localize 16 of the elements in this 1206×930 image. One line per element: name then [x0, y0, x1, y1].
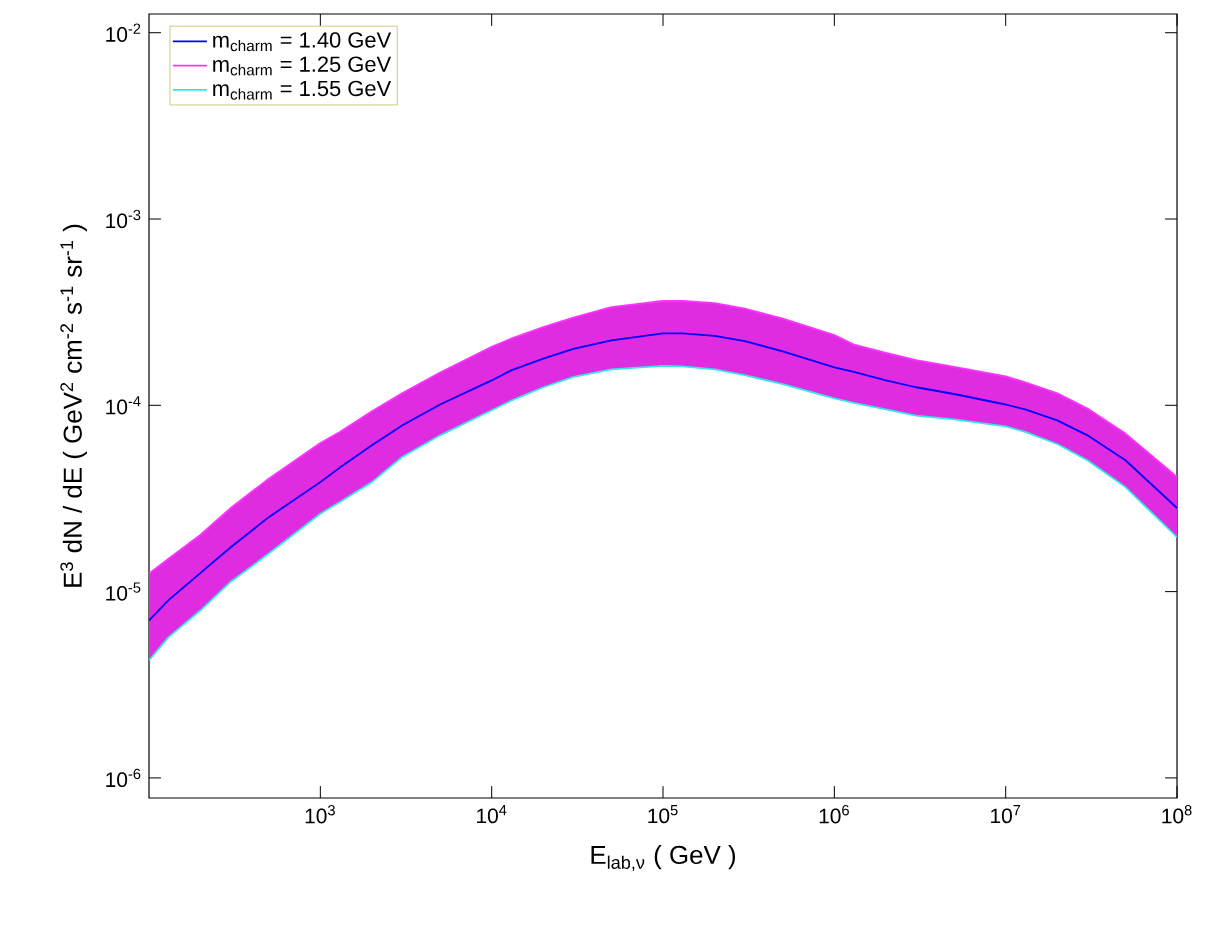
- x-axis-title: E$_{lab,ν}$ ( GeV ): [591, 845, 736, 872]
- x-tick-label: 10$^{5}$: [648, 805, 678, 824]
- x-tick-label: 10$^{3}$: [305, 805, 335, 824]
- legend-label: m$_{charm}$ = 1.40 GeV: [213, 32, 392, 52]
- y-tick-label: 10$^{-5}$: [106, 582, 141, 601]
- y-tick-label: 10$^{-4}$: [106, 396, 141, 415]
- y-tick-label: 10$^{-3}$: [106, 209, 141, 229]
- text: E$^{3}$ dN / dE ( GeV$^{2}$ cm$^{-2}$ s$^{-1}$ sr$^{-1}$ ): [60, 224, 88, 587]
- x-tick-label: 10$^{8}$: [1162, 805, 1192, 824]
- legend-label: m$_{charm}$ = 1.55 GeV: [213, 80, 392, 100]
- y-tick-label: 10$^{-6}$: [106, 768, 141, 788]
- x-tick-label: 10$^{6}$: [819, 805, 849, 824]
- x-tick-label: 10$^{4}$: [477, 805, 507, 824]
- legend-label: m$_{charm}$ = 1.25 GeV: [213, 56, 392, 76]
- y-tick-label: 10$^{-2}$: [106, 23, 141, 42]
- x-tick-label: 10$^{7}$: [991, 805, 1021, 824]
